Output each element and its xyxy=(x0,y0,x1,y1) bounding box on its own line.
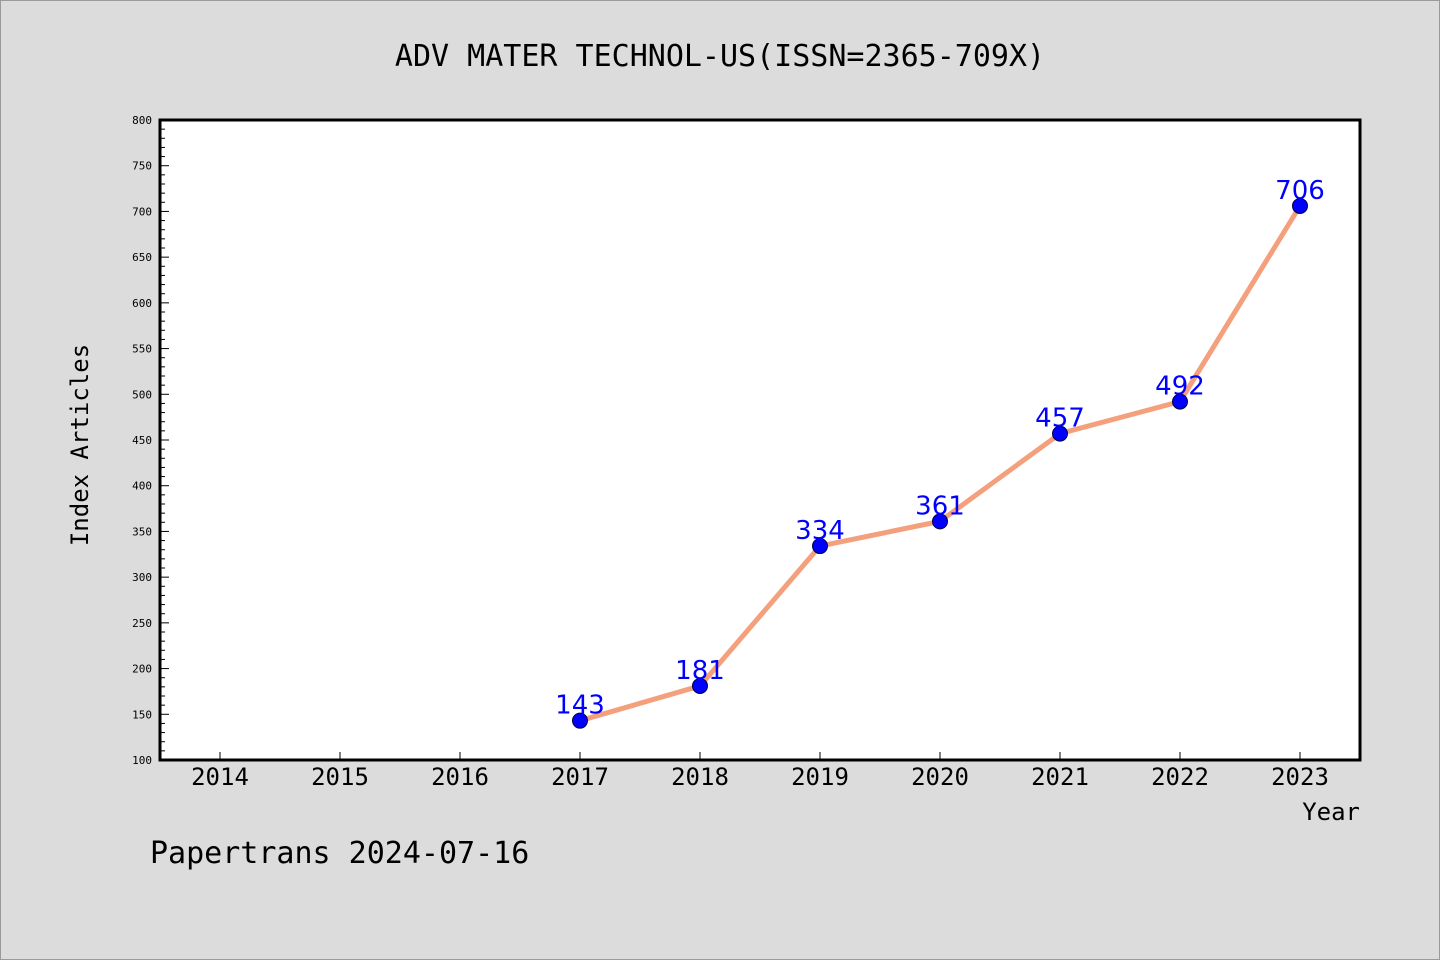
x-tick-label: 2023 xyxy=(1271,763,1329,791)
data-point xyxy=(812,538,828,555)
x-tick-label: 2015 xyxy=(311,763,369,791)
plot-area xyxy=(158,118,1362,762)
x-axis: 2014 2015 2016 2017 2018 2019 2020 2021 2022 2023 xyxy=(191,752,1329,791)
data-label: 457 xyxy=(1035,404,1085,434)
y-tick-label: 200 xyxy=(132,663,152,676)
y-tick-label: 650 xyxy=(132,251,152,264)
data-label: 181 xyxy=(675,656,725,686)
data-label: 143 xyxy=(555,691,605,721)
y-tick-label: 700 xyxy=(132,205,152,218)
y-axis-title: Index Articles xyxy=(66,344,94,546)
y-axis: 100 150 200 250 300 350 400 450 500 550 600 650 700 7… xyxy=(132,114,169,767)
y-tick-label: 400 xyxy=(132,480,152,493)
y-tick-label: 600 xyxy=(132,297,152,310)
y-tick-label: 550 xyxy=(132,343,152,356)
y-tick-label: 350 xyxy=(132,525,152,538)
x-tick-label: 2016 xyxy=(431,763,489,791)
x-tick-label: 2014 xyxy=(191,763,249,791)
data-label: 361 xyxy=(915,491,965,521)
x-tick-label: 2017 xyxy=(551,763,609,791)
chart-title: ADV MATER TECHNOL-US(ISSN=2365-709X) xyxy=(395,39,1045,74)
x-tick-label: 2018 xyxy=(671,763,729,791)
data-point xyxy=(932,513,948,530)
data-label: 706 xyxy=(1275,176,1325,206)
y-tick-label: 450 xyxy=(132,434,152,447)
y-tick-label: 100 xyxy=(132,754,152,767)
data-label: 334 xyxy=(795,516,845,546)
data-point xyxy=(1292,197,1308,214)
y-tick-label: 250 xyxy=(132,617,152,630)
data-point xyxy=(1052,425,1068,442)
x-tick-label: 2020 xyxy=(911,763,969,791)
data-point xyxy=(572,712,588,729)
x-tick-label: 2022 xyxy=(1151,763,1209,791)
data-label: 492 xyxy=(1155,372,1205,402)
x-tick-label: 2019 xyxy=(791,763,849,791)
footer-credit: Papertrans 2024-07-16 xyxy=(150,836,529,871)
series-layer: 143 181 334 361 457 492 706 xyxy=(555,176,1325,729)
y-tick-label: 750 xyxy=(132,160,152,173)
y-tick-label: 150 xyxy=(132,708,152,721)
y-tick-label: 300 xyxy=(132,571,152,584)
data-point xyxy=(692,677,708,694)
y-tick-label: 500 xyxy=(132,388,152,401)
y-tick-label: 800 xyxy=(132,114,152,127)
x-tick-label: 2021 xyxy=(1031,763,1089,791)
data-point xyxy=(1172,393,1188,410)
x-axis-title: Year xyxy=(1302,798,1360,826)
